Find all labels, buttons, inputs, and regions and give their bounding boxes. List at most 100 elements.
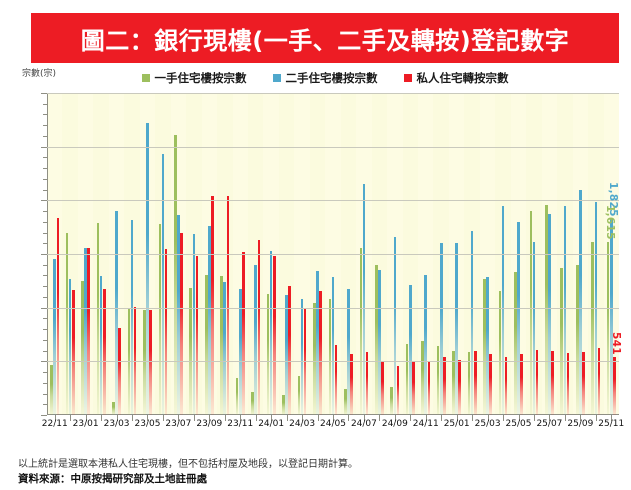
bar	[455, 242, 458, 415]
bar	[405, 344, 409, 415]
y-axis-tick	[41, 146, 47, 148]
x-axis-tick	[487, 415, 489, 421]
gridline	[47, 361, 619, 363]
x-axis-labels: 22/11 23/01 23/03 23/05 23/07 23/09 23/11 24/01…	[42, 419, 624, 433]
bar	[350, 354, 353, 415]
bar	[483, 278, 486, 415]
bar	[269, 251, 273, 415]
y-axis-minor-tick	[43, 329, 47, 331]
bar	[195, 256, 199, 415]
legend-item[interactable]: 一手住宅樓按宗數	[141, 70, 247, 86]
bar	[563, 205, 567, 415]
x-axis-tick	[472, 415, 474, 421]
bar	[143, 310, 146, 415]
bar	[164, 249, 168, 415]
bar	[180, 232, 183, 415]
bar	[266, 293, 270, 415]
y-axis-minor-tick	[43, 243, 47, 245]
bar	[609, 219, 613, 415]
bar	[396, 365, 400, 415]
x-axis-tick	[580, 415, 582, 421]
x-axis-tick-label: 24/11	[412, 419, 439, 429]
x-axis-tick	[162, 415, 164, 421]
bar	[319, 290, 322, 415]
x-axis-tick	[116, 415, 118, 421]
bar	[606, 241, 610, 415]
bar	[242, 251, 245, 415]
x-axis-tick-label: 23/09	[196, 419, 223, 429]
legend-item[interactable]: 私人住宅轉按宗數	[403, 70, 509, 86]
legend-swatch-icon	[403, 74, 412, 82]
x-axis-tick	[410, 415, 412, 421]
bar	[427, 361, 431, 415]
y-axis-tick	[41, 415, 47, 416]
bar	[254, 264, 257, 415]
bar	[133, 307, 137, 415]
x-axis-tick	[333, 415, 334, 421]
bar	[174, 134, 177, 415]
x-axis-tick	[70, 415, 72, 421]
gridline	[47, 254, 619, 255]
bar	[597, 348, 601, 415]
footnote-text: 以上統計是選取本港私人住宅現樓，但不包括村屋及地段，以登記日期計算。	[18, 459, 358, 470]
x-axis-tick	[224, 415, 226, 421]
bar	[331, 276, 335, 415]
bar	[56, 217, 60, 415]
x-axis-tick-label: 24/01	[258, 419, 285, 429]
bar	[436, 346, 440, 415]
x-axis-tick-label: 23/11	[227, 419, 254, 429]
bar	[467, 352, 471, 415]
x-axis-tick	[518, 415, 520, 421]
y-axis-minor-tick	[43, 286, 47, 288]
bar	[130, 220, 134, 415]
bar	[238, 288, 242, 415]
bar	[579, 189, 582, 415]
bar	[81, 280, 84, 415]
x-axis-tick	[209, 415, 211, 421]
y-axis-minor-tick	[43, 168, 47, 170]
bar	[96, 222, 100, 415]
y-axis-tick	[41, 254, 47, 255]
legend-item[interactable]: 二手住宅樓按宗數	[272, 70, 378, 86]
x-axis-tick	[240, 415, 242, 421]
x-axis-tick	[147, 415, 149, 421]
gridline	[47, 200, 619, 202]
bar	[362, 184, 366, 415]
x-axis-tick	[54, 415, 56, 421]
bar	[489, 353, 492, 415]
y-axis-minor-tick	[43, 350, 47, 352]
x-axis-tick	[456, 415, 458, 421]
bar	[297, 375, 301, 415]
bar	[282, 394, 285, 415]
bar	[424, 275, 428, 415]
bar	[532, 241, 536, 415]
x-axis-tick-label: 24/05	[320, 419, 346, 429]
bar	[470, 231, 474, 415]
y-axis-minor-tick	[43, 221, 47, 223]
bar	[177, 215, 180, 415]
x-axis-tick	[441, 415, 443, 421]
bar	[359, 247, 363, 415]
bar	[65, 233, 69, 415]
x-axis-tick	[363, 415, 365, 421]
x-axis-tick-label: 23/05	[134, 419, 161, 429]
x-axis-tick-label: 24/03	[289, 419, 316, 429]
bar	[473, 350, 477, 415]
legend-swatch-icon	[141, 74, 150, 82]
bar	[504, 356, 508, 415]
y-axis-minor-tick	[43, 114, 47, 116]
x-axis-tick	[286, 415, 288, 421]
bar	[334, 344, 338, 415]
y-axis-tick	[41, 200, 47, 202]
bar	[288, 286, 291, 415]
x-axis-tick	[255, 415, 257, 421]
bar	[257, 239, 261, 415]
y-axis-minor-tick	[43, 382, 47, 384]
x-axis-tick	[394, 415, 396, 421]
bar	[458, 360, 462, 415]
bar	[517, 221, 520, 415]
bar	[158, 223, 162, 415]
data-value-label: 1,825	[606, 182, 619, 218]
bar	[535, 349, 539, 415]
